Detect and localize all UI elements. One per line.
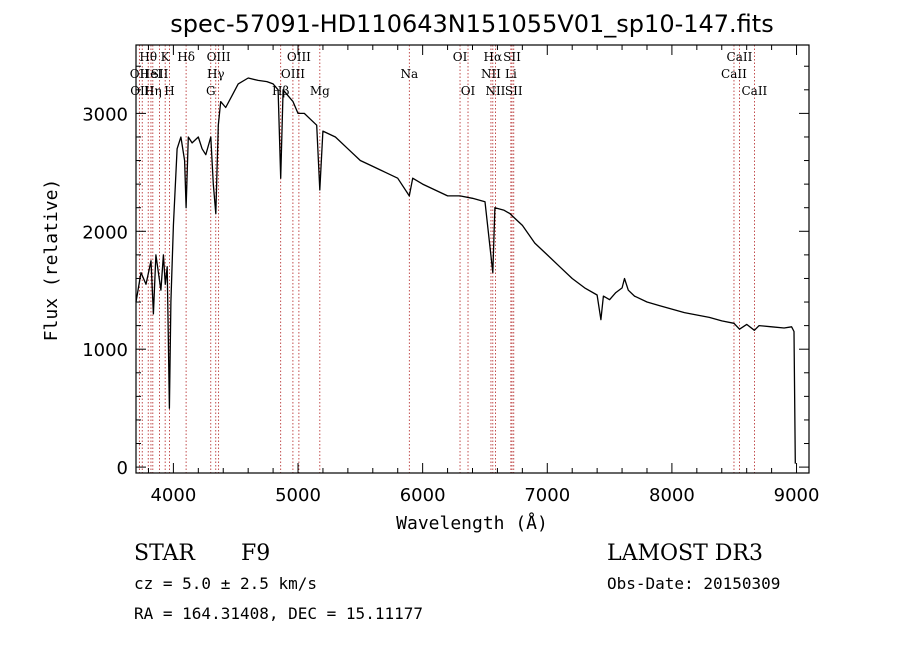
spectral-line-label: K [161, 50, 171, 64]
spectral-line-label: Li [505, 67, 517, 81]
spectral-line-label: Hθ [139, 50, 157, 64]
spectral-line-label: OIII [287, 50, 311, 64]
spectral-line-labels: OIIOIIIHθHeIHηSIIKHHδGHγOIIIHβOIIIOIIIMg… [130, 50, 768, 98]
spectral-line-label: Hη [144, 84, 162, 98]
y-tick-label: 1000 [82, 340, 128, 361]
spectral-line-label: Hδ [177, 50, 195, 64]
spectral-line-label: Na [400, 67, 418, 81]
plot-frame [135, 44, 810, 474]
x-tick-label: 7000 [524, 485, 570, 506]
survey-name: LAMOST DR3 [607, 541, 763, 566]
spectral-line-label: OI [453, 50, 468, 64]
x-axis-ticks: 4000 5000 6000 7000 8000 9000 [147, 45, 820, 506]
spectral-line-label: CaII [741, 84, 767, 98]
spectral-line-label: OIII [207, 50, 231, 64]
x-tick-label: 8000 [649, 485, 695, 506]
spectral-line-label: Hα [484, 50, 503, 64]
spectral-line-label: H [164, 84, 174, 98]
chart-title: spec-57091-HD110643N151055V01_sp10-147.f… [170, 10, 773, 38]
x-tick-label: 9000 [774, 485, 820, 506]
object-subclass: F9 [241, 541, 270, 566]
spectral-line-label: SII [503, 50, 521, 64]
y-axis-ticks: 0 1000 2000 3000 [82, 65, 809, 479]
coordinates-info: RA = 164.31408, DEC = 15.11177 [134, 604, 423, 623]
y-tick-label: 0 [117, 458, 128, 479]
spectral-line-label: OII [130, 67, 150, 81]
spectral-line-label: NII [481, 67, 501, 81]
x-tick-label: 6000 [400, 485, 446, 506]
spectral-line-label: HeI [140, 67, 163, 81]
spectral-line-label: CaII [721, 67, 747, 81]
y-tick-label: 3000 [82, 104, 128, 125]
x-tick-label: 5000 [275, 485, 321, 506]
spectral-line-label: G [206, 84, 216, 98]
x-axis-label: Wavelength (Å) [396, 512, 548, 534]
spectral-line-label: OIII [281, 67, 305, 81]
y-axis-label: Flux (relative) [41, 179, 62, 342]
spectral-line-markers [138, 45, 755, 473]
x-tick-label: 4000 [150, 485, 196, 506]
spectral-line-label: SII [505, 84, 523, 98]
y-tick-label: 2000 [82, 222, 128, 243]
object-type: STAR [134, 541, 196, 566]
spectral-line-label: CaII [727, 50, 753, 64]
spectrum-series-line [135, 77, 796, 464]
observation-date: Obs-Date: 20150309 [607, 574, 780, 593]
spectral-line-label: SII [151, 67, 169, 81]
spectral-line-label: OI [461, 84, 476, 98]
spectral-line-label: Hγ [207, 67, 225, 81]
spectral-line-label: NII [485, 84, 505, 98]
spectral-line-label: Mg [310, 84, 330, 98]
redshift-info: cz = 5.0 ± 2.5 km/s [134, 574, 317, 593]
